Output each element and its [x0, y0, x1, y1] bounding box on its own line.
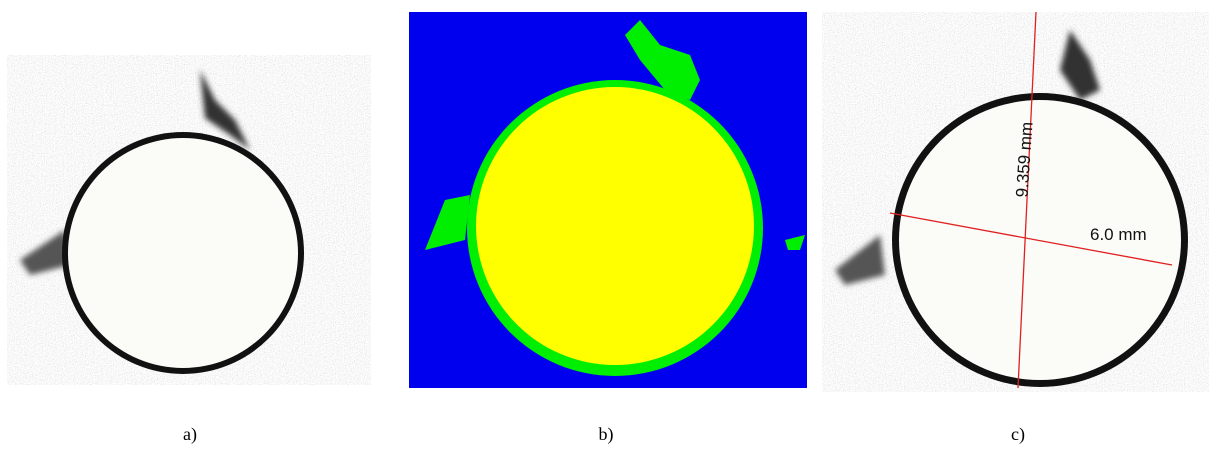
- defect: [20, 230, 70, 275]
- defect: [1060, 30, 1100, 100]
- defect: [835, 235, 885, 285]
- measurement-label: 6.0 mm: [1090, 225, 1147, 244]
- region-yellow: [476, 87, 754, 365]
- region-green: [425, 195, 470, 250]
- region-green: [625, 20, 700, 100]
- measure-line: [889, 212, 1173, 266]
- defect: [200, 70, 250, 150]
- panel-c: 9.359 mm 6.0 mm c): [822, 11, 1209, 445]
- caption: c): [1011, 424, 1025, 445]
- caption: b): [599, 424, 614, 445]
- region-green: [785, 235, 805, 250]
- caption: a): [183, 424, 197, 445]
- panel-b: b): [409, 12, 807, 445]
- panel-a: a): [7, 55, 371, 445]
- measure-line: [1017, 11, 1037, 389]
- hole: [68, 138, 298, 368]
